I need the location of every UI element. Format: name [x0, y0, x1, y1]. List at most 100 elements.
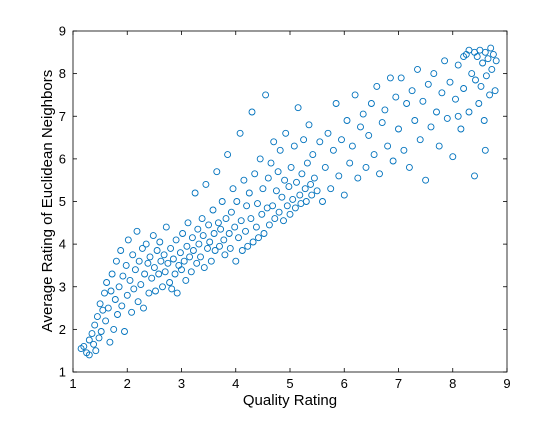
data-point: [408, 87, 416, 95]
data-point: [95, 334, 103, 342]
x-tick-label: 9: [503, 376, 510, 391]
data-point: [302, 198, 310, 205]
data-point: [110, 325, 118, 333]
data-point: [204, 244, 211, 252]
data-point: [319, 198, 326, 205]
data-point: [206, 238, 214, 246]
data-point: [262, 91, 270, 99]
data-point: [305, 121, 313, 129]
data-point: [348, 142, 356, 150]
data-point: [338, 136, 345, 144]
data-point: [430, 70, 438, 78]
data-point: [121, 328, 128, 335]
data-point: [446, 78, 454, 86]
data-point: [129, 251, 137, 259]
x-tick-label: 5: [286, 376, 293, 391]
data-point: [123, 291, 131, 299]
data-point: [184, 219, 192, 227]
data-point: [259, 185, 267, 193]
data-point: [171, 270, 179, 278]
data-point: [242, 227, 249, 235]
data-point: [107, 287, 115, 295]
data-point: [481, 48, 489, 56]
data-point: [140, 304, 147, 312]
x-tick-label: 7: [395, 376, 402, 391]
data-point: [468, 70, 476, 78]
data-point: [183, 242, 191, 250]
data-point: [164, 259, 172, 267]
data-point: [133, 227, 141, 235]
data-point: [146, 253, 154, 261]
data-point: [97, 328, 105, 335]
data-point: [80, 342, 88, 350]
data-point: [182, 276, 190, 284]
data-point: [126, 276, 134, 284]
data-point: [220, 236, 228, 244]
data-point: [186, 253, 194, 261]
data-point: [343, 117, 351, 124]
data-point: [119, 272, 127, 280]
data-point: [173, 289, 181, 297]
data-point: [362, 163, 370, 171]
data-point: [248, 108, 256, 116]
data-point: [226, 244, 234, 252]
y-tick-label: 8: [59, 66, 66, 81]
data-point: [359, 110, 367, 118]
data-point: [256, 155, 264, 163]
data-point: [122, 261, 130, 269]
data-point: [289, 195, 297, 203]
data-point: [124, 236, 132, 244]
data-point: [283, 202, 291, 210]
data-point: [233, 198, 241, 205]
data-point: [225, 230, 233, 237]
data-point: [479, 59, 487, 67]
data-point: [270, 138, 278, 146]
data-point: [435, 142, 443, 150]
data-point: [272, 187, 280, 195]
data-point: [103, 279, 111, 286]
data-point: [229, 185, 237, 193]
data-point: [386, 74, 394, 82]
data-point: [231, 223, 239, 231]
data-point: [88, 330, 96, 338]
data-point: [291, 204, 299, 212]
data-point: [441, 57, 449, 65]
data-point: [373, 82, 381, 90]
data-point: [251, 170, 259, 178]
data-point: [367, 100, 375, 107]
data-point: [405, 163, 413, 171]
data-point: [475, 100, 483, 107]
data-point: [213, 168, 221, 176]
data-point: [300, 136, 308, 144]
data-point: [298, 170, 306, 178]
y-axis-label: Average Rating of Euclidean Neighbors: [39, 70, 56, 332]
data-point: [197, 253, 204, 261]
data-point: [313, 187, 321, 195]
data-point: [296, 191, 304, 199]
data-point: [176, 249, 184, 257]
data-point: [194, 225, 202, 233]
y-tick-label: 6: [59, 151, 66, 166]
data-point: [200, 264, 208, 272]
data-point: [294, 104, 302, 112]
data-point: [227, 208, 235, 216]
data-point: [395, 125, 402, 133]
data-point: [370, 151, 378, 159]
y-tick-label: 1: [59, 365, 66, 380]
data-point: [275, 208, 283, 216]
data-point: [265, 221, 273, 229]
data-point: [236, 129, 244, 137]
data-point: [222, 215, 230, 223]
data-point: [135, 257, 143, 265]
data-point: [473, 53, 481, 61]
data-point: [249, 238, 257, 246]
data-point: [392, 93, 400, 101]
x-tick-label: 4: [232, 376, 239, 391]
data-point: [189, 247, 197, 254]
data-point: [433, 108, 440, 116]
data-point: [221, 251, 229, 259]
data-point: [172, 236, 180, 244]
data-point: [114, 311, 121, 318]
data-point: [169, 255, 177, 263]
